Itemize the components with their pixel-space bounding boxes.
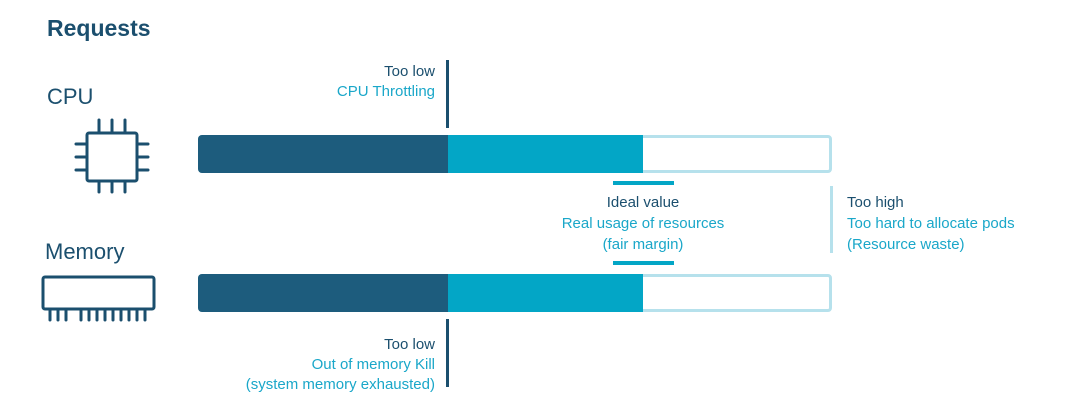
too-high-note: (Resource waste) bbox=[847, 236, 965, 253]
cpu-chip-icon bbox=[74, 118, 150, 194]
cpu-too-low-marker bbox=[446, 60, 449, 128]
ideal-detail: Real usage of resources bbox=[561, 215, 725, 232]
memory-module-icon bbox=[41, 275, 156, 322]
memory-request-bar bbox=[198, 274, 832, 312]
memory-bar-ideal-range bbox=[448, 274, 643, 312]
memory-too-low-note: (system memory exhausted) bbox=[245, 376, 435, 393]
ideal-note: (fair margin) bbox=[602, 236, 684, 253]
cpu-label: CPU bbox=[47, 84, 94, 109]
ideal-bottom-marker bbox=[613, 261, 674, 265]
memory-label: Memory bbox=[45, 239, 125, 264]
ideal-top-marker bbox=[613, 181, 674, 185]
too-high-marker bbox=[830, 186, 833, 253]
cpu-too-low-heading: Too low bbox=[384, 63, 435, 80]
cpu-too-low-detail: CPU Throttling bbox=[336, 83, 435, 100]
page-title: Requests bbox=[47, 15, 151, 41]
too-high-heading: Too high bbox=[847, 194, 904, 211]
memory-too-low-heading: Too low bbox=[384, 336, 435, 353]
memory-too-low-detail: Out of memory Kill bbox=[311, 356, 435, 373]
memory-bar-too-low-range bbox=[198, 274, 448, 312]
cpu-request-bar bbox=[198, 135, 832, 173]
cpu-bar-too-low-range bbox=[198, 135, 448, 173]
too-high-detail: Too hard to allocate pods bbox=[847, 215, 1015, 232]
memory-too-low-marker bbox=[446, 319, 449, 387]
cpu-bar-ideal-range bbox=[448, 135, 643, 173]
ideal-heading: Ideal value bbox=[606, 194, 680, 211]
